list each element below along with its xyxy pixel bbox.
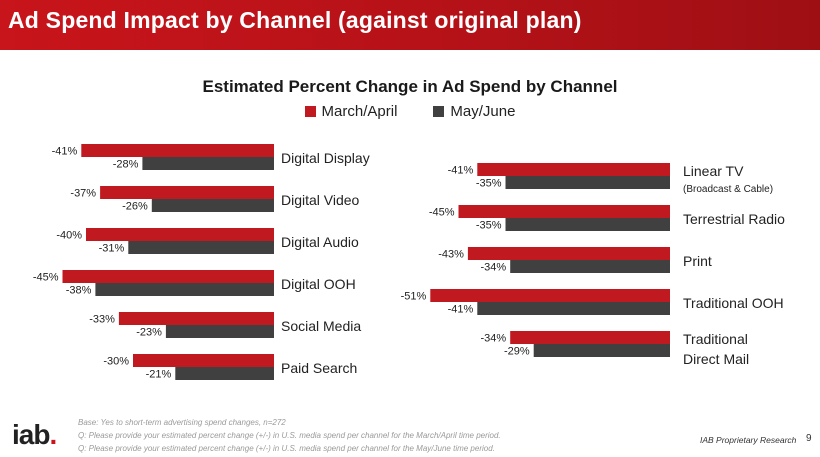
category-label: Terrestrial Radio: [683, 211, 785, 227]
data-label: -33%: [89, 314, 115, 326]
category-label: Print: [683, 253, 712, 269]
legend-item-may-june: May/June: [433, 103, 515, 120]
category-label: Digital OOH: [281, 276, 356, 292]
bar-may-june: [142, 157, 274, 170]
data-label: -31%: [99, 243, 125, 255]
bar-march-april: [118, 312, 275, 325]
bar-march-april: [133, 354, 274, 367]
category-label: Direct Mail: [683, 351, 749, 367]
bar-march-april: [477, 163, 670, 176]
bar-march-april: [430, 289, 670, 302]
data-label: -41%: [448, 304, 474, 316]
data-label: -23%: [136, 327, 162, 339]
category-label: Traditional OOH: [683, 295, 784, 311]
data-label: -28%: [113, 159, 139, 171]
data-label: -26%: [122, 201, 148, 213]
category-label: Linear TV: [683, 163, 744, 179]
footnote-question-2: Q: Please provide your estimated percent…: [78, 444, 495, 453]
category-label: Digital Audio: [281, 234, 359, 250]
title-banner: Ad Spend Impact by Channel (against orig…: [0, 0, 820, 50]
data-label: -45%: [429, 207, 455, 219]
data-label: -40%: [56, 230, 82, 242]
data-label: -34%: [481, 262, 507, 274]
slide-title: Ad Spend Impact by Channel (against orig…: [8, 7, 582, 33]
legend-label-may-june: May/June: [450, 103, 516, 120]
bar-march-april: [467, 247, 670, 260]
bar-may-june: [510, 260, 670, 273]
data-label: -21%: [146, 369, 172, 381]
bar-may-june: [505, 218, 670, 231]
data-label: -51%: [401, 291, 427, 303]
data-label: -30%: [103, 356, 129, 368]
bar-march-april: [81, 144, 274, 157]
footnote-question-1: Q: Please provide your estimated percent…: [78, 431, 501, 440]
data-label: -45%: [33, 272, 59, 284]
bar-march-april: [510, 331, 670, 344]
category-label: Traditional: [683, 331, 748, 347]
data-label: -43%: [438, 249, 464, 261]
legend-item-march-april: March/April: [304, 103, 398, 120]
category-sublabel: (Broadcast & Cable): [683, 184, 773, 195]
bar-may-june: [95, 283, 275, 296]
data-label: -34%: [481, 333, 507, 345]
bar-march-april: [86, 228, 274, 241]
bar-march-april: [458, 205, 670, 218]
page-number: 9: [806, 433, 812, 444]
iab-logo: iab.: [12, 419, 57, 450]
bar-march-april: [62, 270, 274, 283]
bar-may-june: [165, 325, 274, 338]
data-label: -38%: [66, 285, 92, 297]
logo-dot: .: [49, 419, 57, 450]
legend-swatch-may-june: [433, 106, 445, 117]
chart-legend: March/April May/June: [0, 103, 820, 120]
category-label: Digital Video: [281, 192, 360, 208]
category-label: Digital Display: [281, 150, 370, 166]
bar-may-june: [533, 344, 670, 357]
bar-may-june: [477, 302, 670, 315]
data-label: -35%: [476, 178, 502, 190]
data-label: -29%: [504, 346, 530, 358]
logo-text: iab: [12, 419, 50, 450]
legend-swatch-march-april: [304, 106, 316, 117]
bar-may-june: [151, 199, 274, 212]
category-label: Paid Search: [281, 360, 357, 376]
bar-may-june: [505, 176, 670, 189]
chart-title: Estimated Percent Change in Ad Spend by …: [202, 77, 618, 96]
data-label: -37%: [70, 188, 96, 200]
data-label: -41%: [448, 165, 474, 177]
bar-may-june: [128, 241, 274, 254]
legend-label-march-april: March/April: [321, 103, 398, 120]
research-label: IAB Proprietary Research: [700, 435, 797, 445]
bar-may-june: [175, 367, 274, 380]
bar-march-april: [100, 186, 274, 199]
data-label: -41%: [52, 146, 78, 158]
data-label: -35%: [476, 220, 502, 232]
footnote-base: Base: Yes to short-term advertising spen…: [78, 418, 286, 427]
category-label: Social Media: [281, 318, 361, 334]
